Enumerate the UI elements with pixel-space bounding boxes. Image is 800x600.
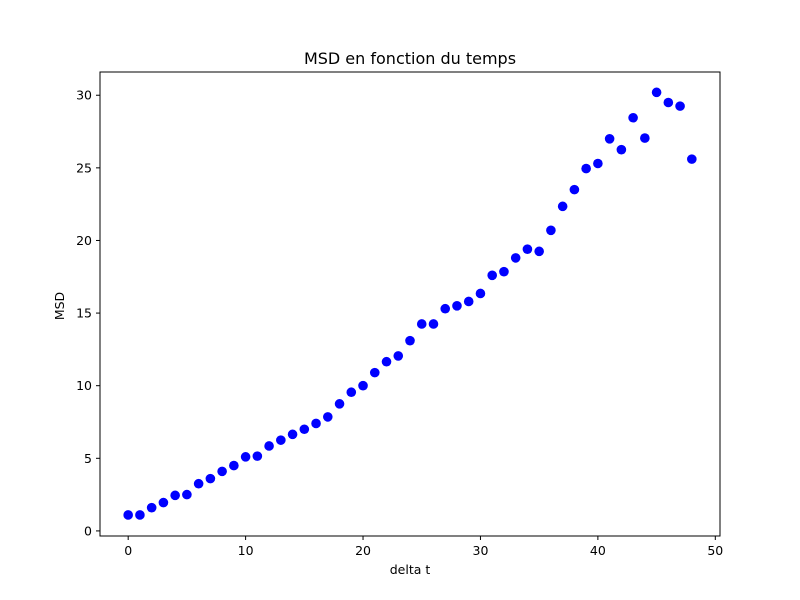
axis-ticks: 0 10 20 30 40 50 0 5 10 15 20 25 30 <box>76 88 723 558</box>
data-point <box>182 489 192 500</box>
data-point <box>510 253 521 263</box>
data-point <box>205 473 216 484</box>
data-point <box>264 441 274 451</box>
data-point <box>311 418 321 429</box>
data-point <box>252 451 263 461</box>
data-point <box>193 478 204 489</box>
data-point <box>581 163 591 174</box>
data-point <box>687 154 697 164</box>
data-point <box>369 367 380 378</box>
data-point <box>416 319 427 329</box>
data-point <box>358 380 368 391</box>
data-point <box>593 158 603 169</box>
data-point <box>170 490 180 501</box>
y-axis-label: MSD <box>52 292 67 320</box>
data-point <box>546 225 556 236</box>
data-point <box>487 270 497 281</box>
data-point <box>663 97 674 108</box>
y-tick-label: 5 <box>84 451 92 466</box>
y-tick-label: 0 <box>84 523 92 538</box>
data-point <box>287 429 298 440</box>
data-point <box>393 351 404 361</box>
plot-frame <box>99 71 721 537</box>
data-point <box>240 452 251 462</box>
data-point <box>628 112 638 123</box>
data-point <box>158 497 169 508</box>
data-point <box>640 133 650 143</box>
data-point <box>675 101 685 111</box>
data-point <box>651 87 662 98</box>
data-point <box>569 184 580 195</box>
data-point <box>123 510 133 520</box>
data-point <box>428 319 439 329</box>
data-point <box>604 134 615 144</box>
data-point <box>135 510 145 520</box>
data-point <box>534 246 544 257</box>
data-point <box>405 335 415 346</box>
data-point <box>381 356 392 367</box>
data-point <box>475 288 486 299</box>
chart-title: MSD en fonction du temps <box>304 49 516 68</box>
data-point <box>522 244 533 254</box>
data-points <box>123 87 697 520</box>
y-tick-label: 25 <box>76 160 92 175</box>
data-point <box>499 266 509 277</box>
data-point <box>346 387 357 398</box>
data-point <box>229 460 239 471</box>
data-point <box>146 502 157 513</box>
y-tick-label: 20 <box>76 233 92 248</box>
data-point <box>452 301 462 311</box>
data-point <box>440 303 451 314</box>
data-point <box>334 399 345 409</box>
x-tick-label: 30 <box>473 543 489 558</box>
x-tick-label: 40 <box>590 543 606 558</box>
x-tick-label: 10 <box>238 543 254 558</box>
x-tick-label: 20 <box>355 543 371 558</box>
y-tick-label: 10 <box>76 378 92 393</box>
y-tick-label: 15 <box>76 306 92 321</box>
x-axis-label: delta t <box>390 562 431 577</box>
x-tick-label: 0 <box>124 543 132 558</box>
data-point <box>323 412 333 422</box>
data-point <box>463 296 474 307</box>
data-point <box>299 424 310 435</box>
data-point <box>276 435 286 445</box>
data-point <box>616 144 627 155</box>
data-point <box>557 201 568 212</box>
y-tick-label: 30 <box>76 88 92 103</box>
data-point <box>217 466 227 477</box>
x-tick-label: 50 <box>707 543 723 558</box>
